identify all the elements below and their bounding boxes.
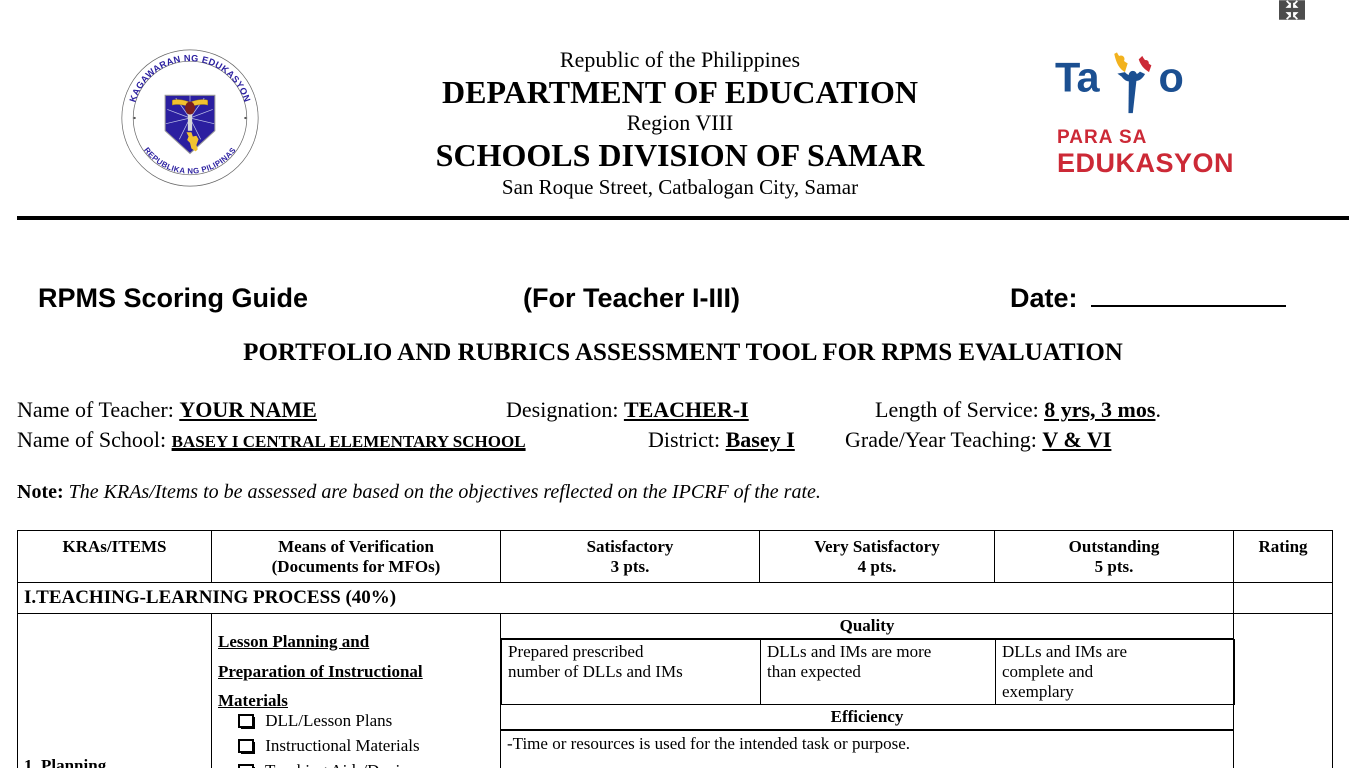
svg-text:o: o [1158, 53, 1183, 100]
svg-text:Ta: Ta [1055, 53, 1100, 100]
